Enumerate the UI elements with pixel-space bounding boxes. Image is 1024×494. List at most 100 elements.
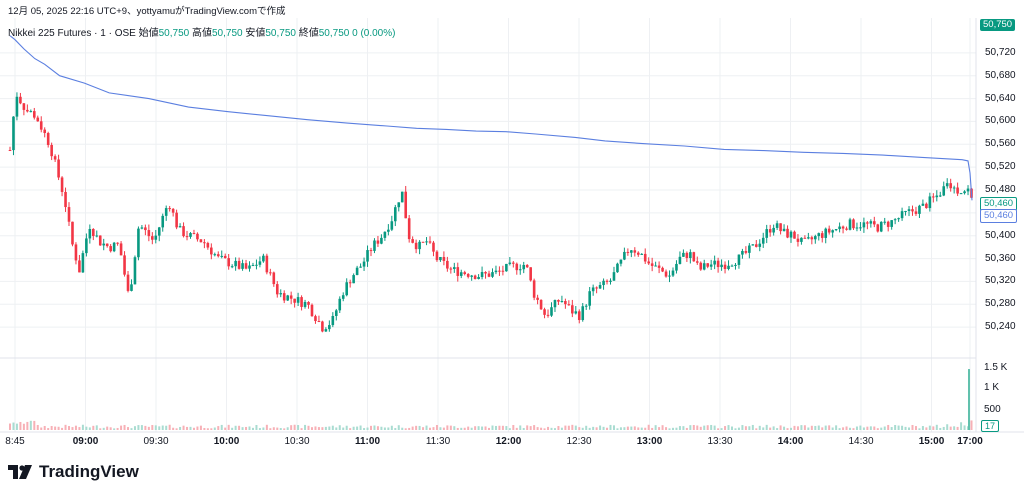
candle-body: [498, 270, 501, 272]
candle-body: [60, 177, 64, 192]
time-tick: 14:00: [777, 436, 804, 447]
price-tick: 50,480: [985, 184, 1016, 195]
volume-tick-500: 500: [984, 404, 1001, 415]
candle-body: [50, 144, 53, 157]
volume-bar: [331, 425, 334, 430]
volume-bar: [571, 424, 574, 430]
volume-bar: [849, 427, 852, 430]
volume-bar: [349, 428, 352, 430]
volume-bar: [262, 427, 265, 430]
volume-bar: [415, 425, 418, 430]
volume-bar: [838, 428, 841, 430]
open-label: 始値: [138, 28, 159, 39]
candle-body: [938, 195, 942, 197]
time-tick: 13:30: [707, 436, 733, 447]
volume-bar: [369, 425, 372, 430]
candle-body: [303, 301, 307, 307]
candle-body: [730, 265, 734, 267]
candle-body: [234, 260, 237, 267]
candle-body: [157, 227, 161, 236]
volume-bar: [130, 428, 133, 430]
candle-body: [793, 231, 796, 239]
candle-body: [404, 191, 408, 219]
candle-body: [508, 262, 512, 264]
candle-body: [862, 222, 866, 228]
volume-bar: [831, 427, 834, 430]
volume-bar: [255, 424, 258, 430]
candle-body: [911, 209, 914, 212]
candle-body: [630, 250, 633, 253]
volume-bar: [727, 425, 730, 430]
volume-bar: [435, 425, 438, 430]
candle-body: [616, 263, 619, 273]
candle-body: [716, 260, 720, 268]
candle-body: [577, 311, 581, 321]
volume-bar: [769, 427, 772, 430]
candle-body: [584, 305, 588, 307]
candle-body: [39, 121, 43, 130]
volume-bar: [71, 427, 74, 430]
volume-bar: [172, 427, 175, 430]
volume-bar: [123, 424, 126, 430]
candle-body: [171, 208, 175, 213]
volume-bar: [68, 426, 71, 430]
candle-body: [400, 191, 404, 203]
candle-body: [300, 297, 303, 307]
volume-bar: [276, 427, 279, 430]
volume-bar: [671, 427, 674, 430]
volume-bar: [196, 426, 199, 430]
volume-bar: [790, 427, 793, 430]
candle-body: [810, 237, 814, 240]
volume-bar: [397, 425, 400, 430]
candle-body: [105, 243, 109, 247]
volume-bar: [26, 421, 29, 430]
volume-bar: [949, 426, 952, 430]
candle-body: [786, 228, 789, 238]
candle-body: [456, 267, 460, 276]
candle-body: [314, 316, 317, 322]
candle-body: [289, 295, 293, 299]
high-label: 高値: [191, 28, 212, 39]
candle-body: [619, 259, 623, 264]
attribution-line: 12月 05, 2025 22:16 UTC+9、yottyamuがTradin…: [8, 6, 286, 17]
candle-body: [751, 244, 755, 246]
volume-bar: [245, 426, 248, 430]
volume-bar: [251, 427, 254, 430]
candle-body: [78, 260, 81, 273]
volume-bar: [310, 427, 313, 430]
volume-bar: [231, 427, 234, 430]
candle-body: [654, 265, 657, 267]
volume-bar: [855, 426, 858, 430]
volume-bar: [165, 425, 168, 430]
candle-body: [15, 96, 19, 117]
volume-bar: [678, 426, 681, 430]
time-tick: 09:30: [143, 436, 169, 447]
volume-bar: [453, 426, 456, 430]
volume-bar: [553, 428, 556, 430]
volume-bar: [547, 426, 550, 430]
volume-bar: [592, 426, 595, 430]
candle-body: [678, 256, 682, 264]
volume-bar: [356, 426, 359, 430]
volume-bar: [717, 428, 720, 430]
candle-body: [518, 269, 522, 271]
candle-body: [26, 109, 29, 112]
volume-bar: [168, 424, 171, 430]
volume-bar: [314, 426, 317, 430]
candle-body: [345, 282, 348, 296]
candle-body: [126, 274, 130, 291]
tradingview-logo[interactable]: TradingView: [8, 462, 139, 482]
symbol-name[interactable]: Nikkei 225 Futures · 1 · OSE: [8, 28, 136, 39]
volume-bar: [800, 425, 803, 430]
candle-body: [744, 250, 748, 253]
candle-body: [546, 314, 550, 316]
high-value: 50,750: [211, 28, 243, 39]
volume-bar: [533, 425, 536, 430]
volume-bar: [585, 425, 588, 430]
candle-body: [470, 275, 473, 277]
candle-body: [529, 267, 532, 281]
candle-body: [407, 218, 411, 240]
candle-body: [831, 230, 834, 233]
